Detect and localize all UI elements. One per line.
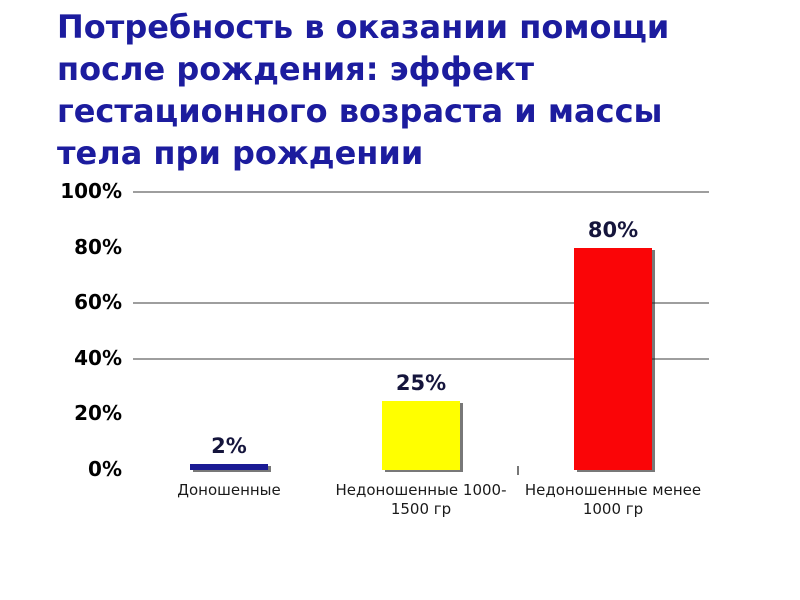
slide-title-line: гестационного возраста и массы <box>57 92 663 130</box>
slide-title-line: Потребность в оказании помощи <box>57 8 670 46</box>
gridline <box>133 302 709 305</box>
bar-value-label: 80% <box>587 217 639 242</box>
x-axis-tick <box>517 466 519 475</box>
bar <box>574 247 652 470</box>
gridline <box>133 191 709 193</box>
y-axis-label: 60% <box>74 290 122 315</box>
bar <box>190 464 268 470</box>
y-axis-label: 40% <box>74 345 122 370</box>
category-label: Недоношенные менее 1000 гр <box>524 481 702 518</box>
y-axis-label: 0% <box>88 457 122 481</box>
category-label: Доношенные <box>177 481 281 499</box>
gridline <box>133 357 709 360</box>
slide-title-line: тела при рождении <box>57 134 424 172</box>
category-label: Недоношенные 1000-1500 гр <box>335 481 507 518</box>
slide-title-line: после рождения: эффект <box>57 50 535 88</box>
bar-value-label: 25% <box>395 370 447 395</box>
y-axis-label: 100% <box>60 179 122 203</box>
bar-value-label: 2% <box>211 434 247 459</box>
slide-title: Потребность в оказании помощи после рожд… <box>57 6 777 174</box>
y-axis-label: 20% <box>74 401 122 426</box>
y-axis-label: 80% <box>74 234 122 259</box>
bar <box>382 400 460 470</box>
